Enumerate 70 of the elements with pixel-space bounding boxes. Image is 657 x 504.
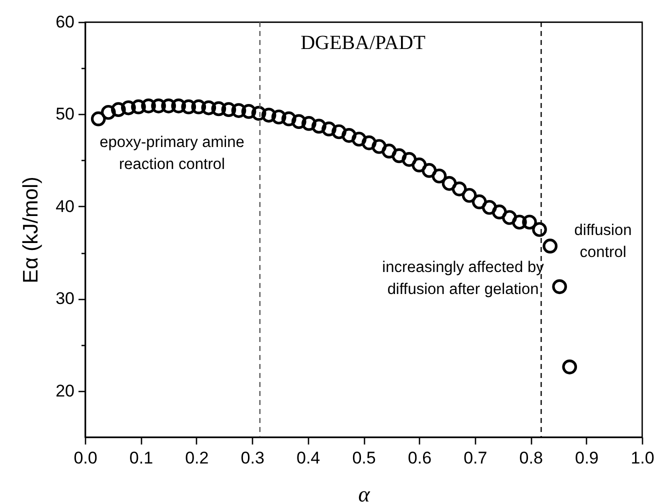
point xyxy=(442,176,457,191)
point xyxy=(161,98,176,114)
y-tick-label: 60 xyxy=(56,12,74,32)
text: 1.0 xyxy=(630,448,654,468)
point xyxy=(312,118,326,134)
point xyxy=(532,222,547,237)
point xyxy=(482,200,497,215)
x-tick-label: 0.8 xyxy=(519,448,543,468)
point xyxy=(472,194,487,210)
x-tick-label: 0.5 xyxy=(352,448,376,468)
x-axis-title: α xyxy=(358,482,370,504)
point xyxy=(181,99,196,114)
point xyxy=(251,106,266,121)
point xyxy=(322,122,336,136)
point xyxy=(522,214,537,230)
point xyxy=(492,204,507,220)
point xyxy=(110,102,126,118)
point xyxy=(191,99,206,114)
point xyxy=(231,103,246,118)
point xyxy=(211,101,226,116)
point xyxy=(141,98,156,114)
point xyxy=(221,102,236,118)
y-tick-label: 30 xyxy=(56,289,74,308)
y-tick-label: 50 xyxy=(56,104,74,124)
point xyxy=(422,163,437,178)
y-tick-label: 20 xyxy=(56,381,74,400)
point xyxy=(100,104,116,120)
point xyxy=(201,100,216,116)
point xyxy=(372,139,387,154)
point xyxy=(392,148,407,164)
x-tick-label: 0.4 xyxy=(296,448,320,468)
point xyxy=(462,188,477,203)
x-tick-label: 0.3 xyxy=(240,448,264,468)
x-tick-label: 0.2 xyxy=(185,448,209,468)
point xyxy=(281,111,296,126)
point xyxy=(171,98,186,114)
point xyxy=(552,279,567,294)
point xyxy=(432,168,447,184)
point xyxy=(291,114,306,130)
point xyxy=(402,152,417,167)
point xyxy=(542,238,558,254)
point xyxy=(382,144,397,159)
point xyxy=(271,110,286,124)
annotation: diffusion control xyxy=(574,222,632,261)
point xyxy=(502,210,517,225)
point xyxy=(131,99,146,114)
point xyxy=(342,128,356,143)
point xyxy=(151,98,166,114)
point xyxy=(332,124,346,140)
point xyxy=(452,182,467,196)
point xyxy=(562,360,578,374)
x-tick-label: 0.6 xyxy=(408,448,432,468)
y-tick-label: 40 xyxy=(56,196,74,216)
point xyxy=(241,104,256,119)
x-tick-label: 0.1 xyxy=(129,448,154,468)
point xyxy=(301,116,316,131)
y-axis-title: Eα (kJ/mol) xyxy=(20,176,43,284)
point xyxy=(512,214,527,230)
x-tick-label: 0.9 xyxy=(574,448,599,468)
annotation: increasingly affected by diffusion after gelation xyxy=(382,259,544,298)
annotation: DGEBA/PADT xyxy=(300,32,426,54)
annotation: epoxy-primary amine reaction control xyxy=(100,134,244,173)
point xyxy=(121,100,136,116)
point xyxy=(352,132,366,147)
text: 0.0 xyxy=(74,448,98,468)
point xyxy=(362,135,376,150)
point xyxy=(90,111,106,126)
point xyxy=(412,158,427,172)
x-tick-label: 0.7 xyxy=(464,448,488,468)
point xyxy=(261,108,276,123)
